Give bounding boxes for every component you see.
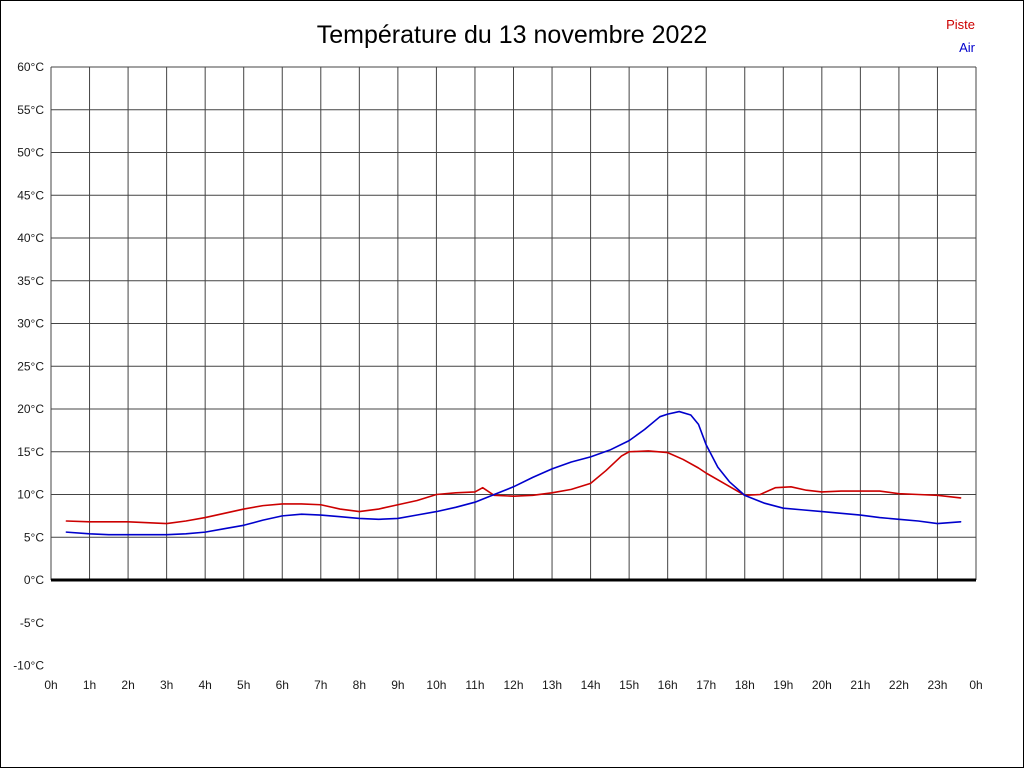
y-tick-label: 35°C: [17, 274, 44, 288]
y-tick-label: 15°C: [17, 445, 44, 459]
y-tick-label: 50°C: [17, 146, 44, 160]
piste-series-line: [65, 450, 962, 525]
x-tick-label: 18h: [735, 678, 755, 692]
air-series-line: [65, 410, 962, 536]
x-tick-label: 0h: [969, 678, 982, 692]
x-tick-label: 3h: [160, 678, 173, 692]
y-tick-label: -10°C: [13, 659, 44, 673]
x-tick-label: 9h: [391, 678, 404, 692]
x-tick-label: 17h: [696, 678, 716, 692]
y-tick-label: 60°C: [17, 60, 44, 74]
x-tick-label: 13h: [542, 678, 562, 692]
legend: Piste Air: [946, 13, 975, 59]
x-tick-label: 19h: [773, 678, 793, 692]
x-tick-label: 0h: [44, 678, 57, 692]
y-tick-label: 20°C: [17, 402, 44, 416]
x-tick-label: 23h: [927, 678, 947, 692]
x-tick-label: 21h: [850, 678, 870, 692]
x-tick-label: 11h: [465, 678, 484, 692]
x-tick-label: 4h: [198, 678, 211, 692]
x-tick-label: 7h: [314, 678, 327, 692]
x-tick-label: 10h: [426, 678, 446, 692]
x-tick-label: 15h: [619, 678, 639, 692]
y-tick-label: 25°C: [17, 359, 44, 373]
y-tick-label: 10°C: [17, 488, 44, 502]
legend-air-label: Air: [959, 40, 975, 55]
x-tick-label: 5h: [237, 678, 250, 692]
legend-piste-label: Piste: [946, 17, 975, 32]
y-tick-label: -5°C: [20, 616, 44, 630]
y-tick-label: 40°C: [17, 231, 44, 245]
y-tick-label: 55°C: [17, 103, 44, 117]
y-tick-label: 0°C: [24, 573, 44, 587]
x-tick-label: 16h: [658, 678, 678, 692]
x-tick-label: 22h: [889, 678, 909, 692]
x-tick-label: 1h: [83, 678, 96, 692]
y-tick-label: 30°C: [17, 317, 44, 331]
y-tick-label: 5°C: [24, 530, 44, 544]
x-tick-label: 6h: [276, 678, 289, 692]
x-tick-label: 20h: [812, 678, 832, 692]
x-tick-label: 12h: [503, 678, 523, 692]
chart-title: Température du 13 novembre 2022: [316, 21, 708, 49]
x-tick-label: 14h: [581, 678, 601, 692]
x-tick-label: 8h: [353, 678, 366, 692]
x-tick-label: 2h: [121, 678, 134, 692]
y-tick-label: 45°C: [17, 188, 44, 202]
